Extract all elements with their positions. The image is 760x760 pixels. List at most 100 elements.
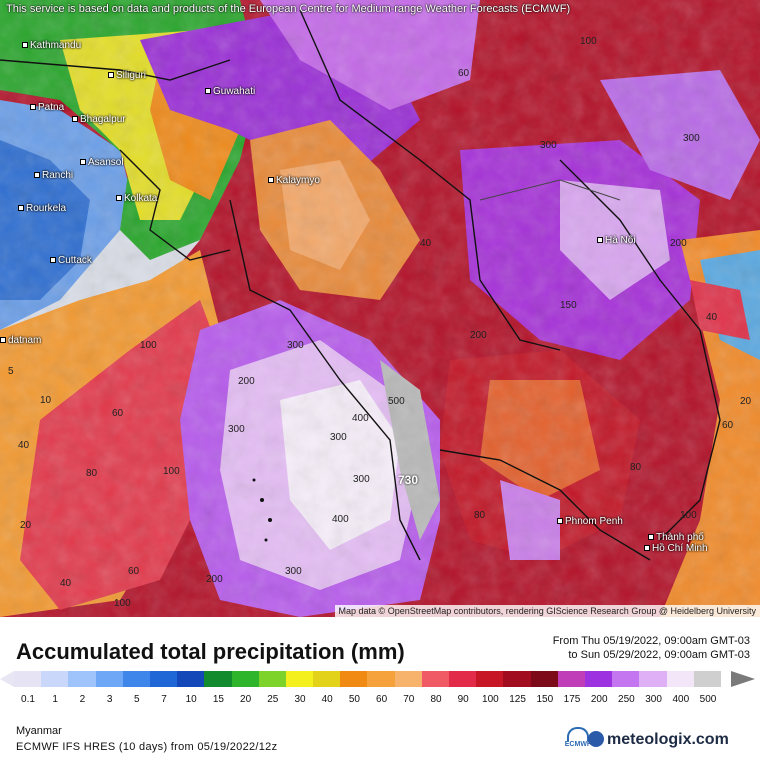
precip-value: 60 bbox=[112, 408, 124, 419]
colorbar-swatch bbox=[204, 671, 232, 687]
precip-value: 300 bbox=[540, 140, 557, 151]
city-label: Hồ Chí Minh bbox=[644, 543, 708, 554]
precip-value: 300 bbox=[330, 432, 347, 443]
time-range-to: to Sun 05/29/2022, 09:00am GMT-03 bbox=[568, 649, 750, 661]
precip-value: 5 bbox=[8, 366, 14, 377]
colorbar-swatch bbox=[231, 671, 259, 687]
city-label: datnam bbox=[0, 335, 41, 346]
colorbar-swatch bbox=[693, 671, 721, 687]
colorbar-swatch bbox=[612, 671, 640, 687]
colorbar-swatch bbox=[584, 671, 613, 687]
colorbar-swatch bbox=[313, 671, 341, 687]
precip-value: 40 bbox=[18, 440, 30, 451]
precip-value: 300 bbox=[228, 424, 245, 435]
city-label: Siliguri bbox=[108, 70, 146, 81]
colorbar-tick-label: 175 bbox=[563, 694, 581, 705]
colorbar-tick-label: 25 bbox=[267, 694, 279, 705]
precip-value: 100 bbox=[114, 598, 131, 609]
precip-value: 500 bbox=[388, 396, 405, 407]
time-range-from: From Thu 05/19/2022, 09:00am GMT-03 bbox=[552, 635, 750, 647]
colorbar-max-arrow bbox=[731, 671, 755, 687]
colorbar-tick-label: 80 bbox=[430, 694, 442, 705]
colorbar-tick-label: 100 bbox=[482, 694, 499, 705]
city-label: Cuttack bbox=[50, 255, 92, 266]
colorbar-swatch bbox=[639, 671, 667, 687]
meteologix-logo-icon bbox=[588, 731, 604, 747]
colorbar-swatch bbox=[557, 671, 585, 687]
meteologix-brand[interactable]: meteologix.com bbox=[607, 731, 729, 748]
precip-value: 100 bbox=[680, 510, 697, 521]
precip-value: 80 bbox=[474, 510, 486, 521]
colorbar-tick-label: 500 bbox=[699, 694, 717, 705]
precip-value: 100 bbox=[140, 340, 157, 351]
colorbar-swatch bbox=[340, 671, 368, 687]
precip-value: 10 bbox=[40, 395, 52, 406]
colorbar-tick-label: 400 bbox=[672, 694, 690, 705]
colorbar-tick-label: 40 bbox=[321, 694, 333, 705]
colorbar-swatch bbox=[476, 671, 504, 687]
colorbar-swatch bbox=[122, 671, 150, 687]
colorbar-tick-label: 3 bbox=[106, 694, 113, 705]
city-label: Ranchi bbox=[34, 170, 73, 181]
colorbar-swatch bbox=[285, 671, 314, 687]
colorbar-tick-label: 250 bbox=[618, 694, 635, 705]
precip-value: 80 bbox=[630, 462, 642, 473]
precipitation-map: This service is based on data and produc… bbox=[0, 0, 760, 617]
precip-value: 300 bbox=[353, 474, 370, 485]
precip-value: 200 bbox=[670, 238, 687, 249]
precip-value: 20 bbox=[20, 520, 32, 531]
precip-value: 400 bbox=[352, 413, 369, 424]
precip-value: 80 bbox=[86, 468, 98, 479]
colorbar-tick-label: 70 bbox=[403, 694, 415, 705]
colorbar-swatch bbox=[421, 671, 449, 687]
colorbar-swatch bbox=[95, 671, 123, 687]
colorbar-swatch bbox=[449, 671, 477, 687]
colorbar-tick-label: 200 bbox=[590, 694, 608, 705]
region-name: Myanmar bbox=[16, 725, 62, 737]
precip-value: 60 bbox=[128, 566, 140, 577]
precip-value: 100 bbox=[580, 36, 597, 47]
precip-value: 150 bbox=[560, 300, 577, 311]
colorbar-tick-label: 15 bbox=[212, 694, 224, 705]
colorbar-tick-label: 0.1 bbox=[21, 694, 35, 705]
city-label: Phnom Penh bbox=[557, 516, 623, 527]
map-attribution: Map data © OpenStreetMap contributors, r… bbox=[334, 605, 760, 617]
city-label: Kathmandu bbox=[22, 40, 81, 51]
city-label: Patna bbox=[30, 102, 64, 113]
model-info: ECMWF IFS HRES (10 days) from 05/19/2022… bbox=[16, 741, 278, 753]
precip-value: 200 bbox=[238, 376, 255, 387]
city-label: Kalaymyo bbox=[268, 175, 320, 186]
city-label: Kolkata bbox=[116, 193, 157, 204]
colorbar-swatch bbox=[68, 671, 96, 687]
colorbar bbox=[14, 671, 721, 687]
colorbar-tick-label: 30 bbox=[294, 694, 306, 705]
colorbar-tick-label: 10 bbox=[185, 694, 197, 705]
colorbar-swatch bbox=[367, 671, 395, 687]
colorbar-swatch bbox=[666, 671, 694, 687]
ecmwf-logo-text: ECMWF bbox=[564, 741, 592, 748]
legend-panel: Accumulated total precipitation (mm) Fro… bbox=[0, 617, 760, 760]
colorbar-tick-label: 20 bbox=[240, 694, 252, 705]
precip-value: 60 bbox=[458, 68, 470, 79]
precip-value: 60 bbox=[722, 420, 734, 431]
precip-value: 200 bbox=[470, 330, 487, 341]
colorbar-swatch bbox=[394, 671, 422, 687]
city-label: Bhagalpur bbox=[72, 114, 126, 125]
precip-value: 300 bbox=[287, 340, 304, 351]
colorbar-swatch bbox=[503, 671, 531, 687]
city-label: Hà Nội bbox=[597, 235, 636, 246]
ecmwf-notice: This service is based on data and produc… bbox=[6, 3, 571, 15]
colorbar-swatch bbox=[14, 671, 42, 687]
colorbar-tick-label: 300 bbox=[645, 694, 662, 705]
colorbar-swatch bbox=[41, 671, 69, 687]
colorbar-swatch bbox=[258, 671, 286, 687]
precip-value: 40 bbox=[420, 238, 432, 249]
precip-value: 400 bbox=[332, 514, 349, 525]
ecmwf-logo: ECMWF bbox=[562, 727, 594, 753]
precip-value: 300 bbox=[285, 566, 302, 577]
precip-value: 730 bbox=[398, 473, 419, 487]
colorbar-tick-label: 90 bbox=[457, 694, 469, 705]
legend-title: Accumulated total precipitation (mm) bbox=[16, 639, 405, 664]
colorbar-swatch bbox=[149, 671, 178, 687]
precip-value: 40 bbox=[706, 312, 718, 323]
